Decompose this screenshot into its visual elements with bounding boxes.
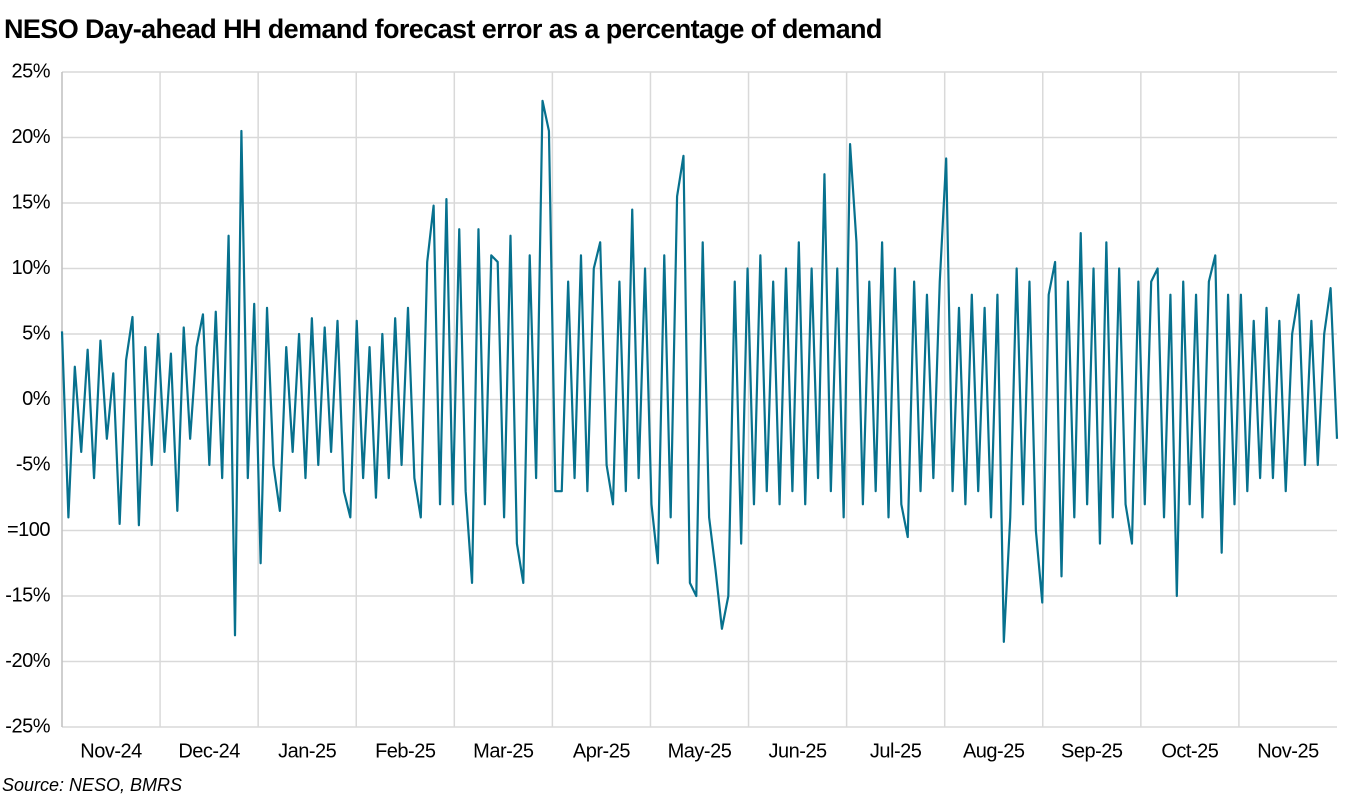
y-tick-label: 20%: [11, 126, 50, 148]
x-tick-label: Dec-24: [178, 740, 240, 762]
y-tick-label: =100: [7, 519, 50, 541]
x-tick-label: Sep-25: [1061, 740, 1123, 762]
chart-title: NESO Day-ahead HH demand forecast error …: [4, 14, 882, 44]
y-tick-label: 10%: [11, 257, 50, 279]
x-tick-label: Apr-25: [573, 740, 630, 762]
x-tick-label: Nov-25: [1257, 740, 1319, 762]
source-note: Source: NESO, BMRS: [2, 775, 182, 795]
y-tick-label: -5%: [16, 453, 51, 475]
data-line: [60, 99, 1339, 643]
y-tick-label: -20%: [5, 650, 50, 672]
x-tick-label: May-25: [668, 740, 732, 762]
x-tick-label: Aug-25: [963, 740, 1025, 762]
x-tick-label: Jul-25: [870, 740, 922, 762]
x-tick-label: Feb-25: [375, 740, 436, 762]
x-tick-label: Oct-25: [1161, 740, 1218, 762]
y-tick-label: 25%: [11, 60, 50, 82]
x-tick-label: Jun-25: [768, 740, 827, 762]
y-tick-label: 15%: [11, 191, 50, 213]
y-tick-label: -15%: [5, 584, 50, 606]
x-tick-label: Mar-25: [473, 740, 534, 762]
x-tick-label: Jan-25: [278, 740, 337, 762]
x-tick-label: Nov-24: [80, 740, 142, 762]
y-tick-label: 5%: [22, 322, 51, 344]
y-tick-label: 0%: [22, 388, 51, 410]
y-tick-label: -25%: [5, 715, 50, 737]
